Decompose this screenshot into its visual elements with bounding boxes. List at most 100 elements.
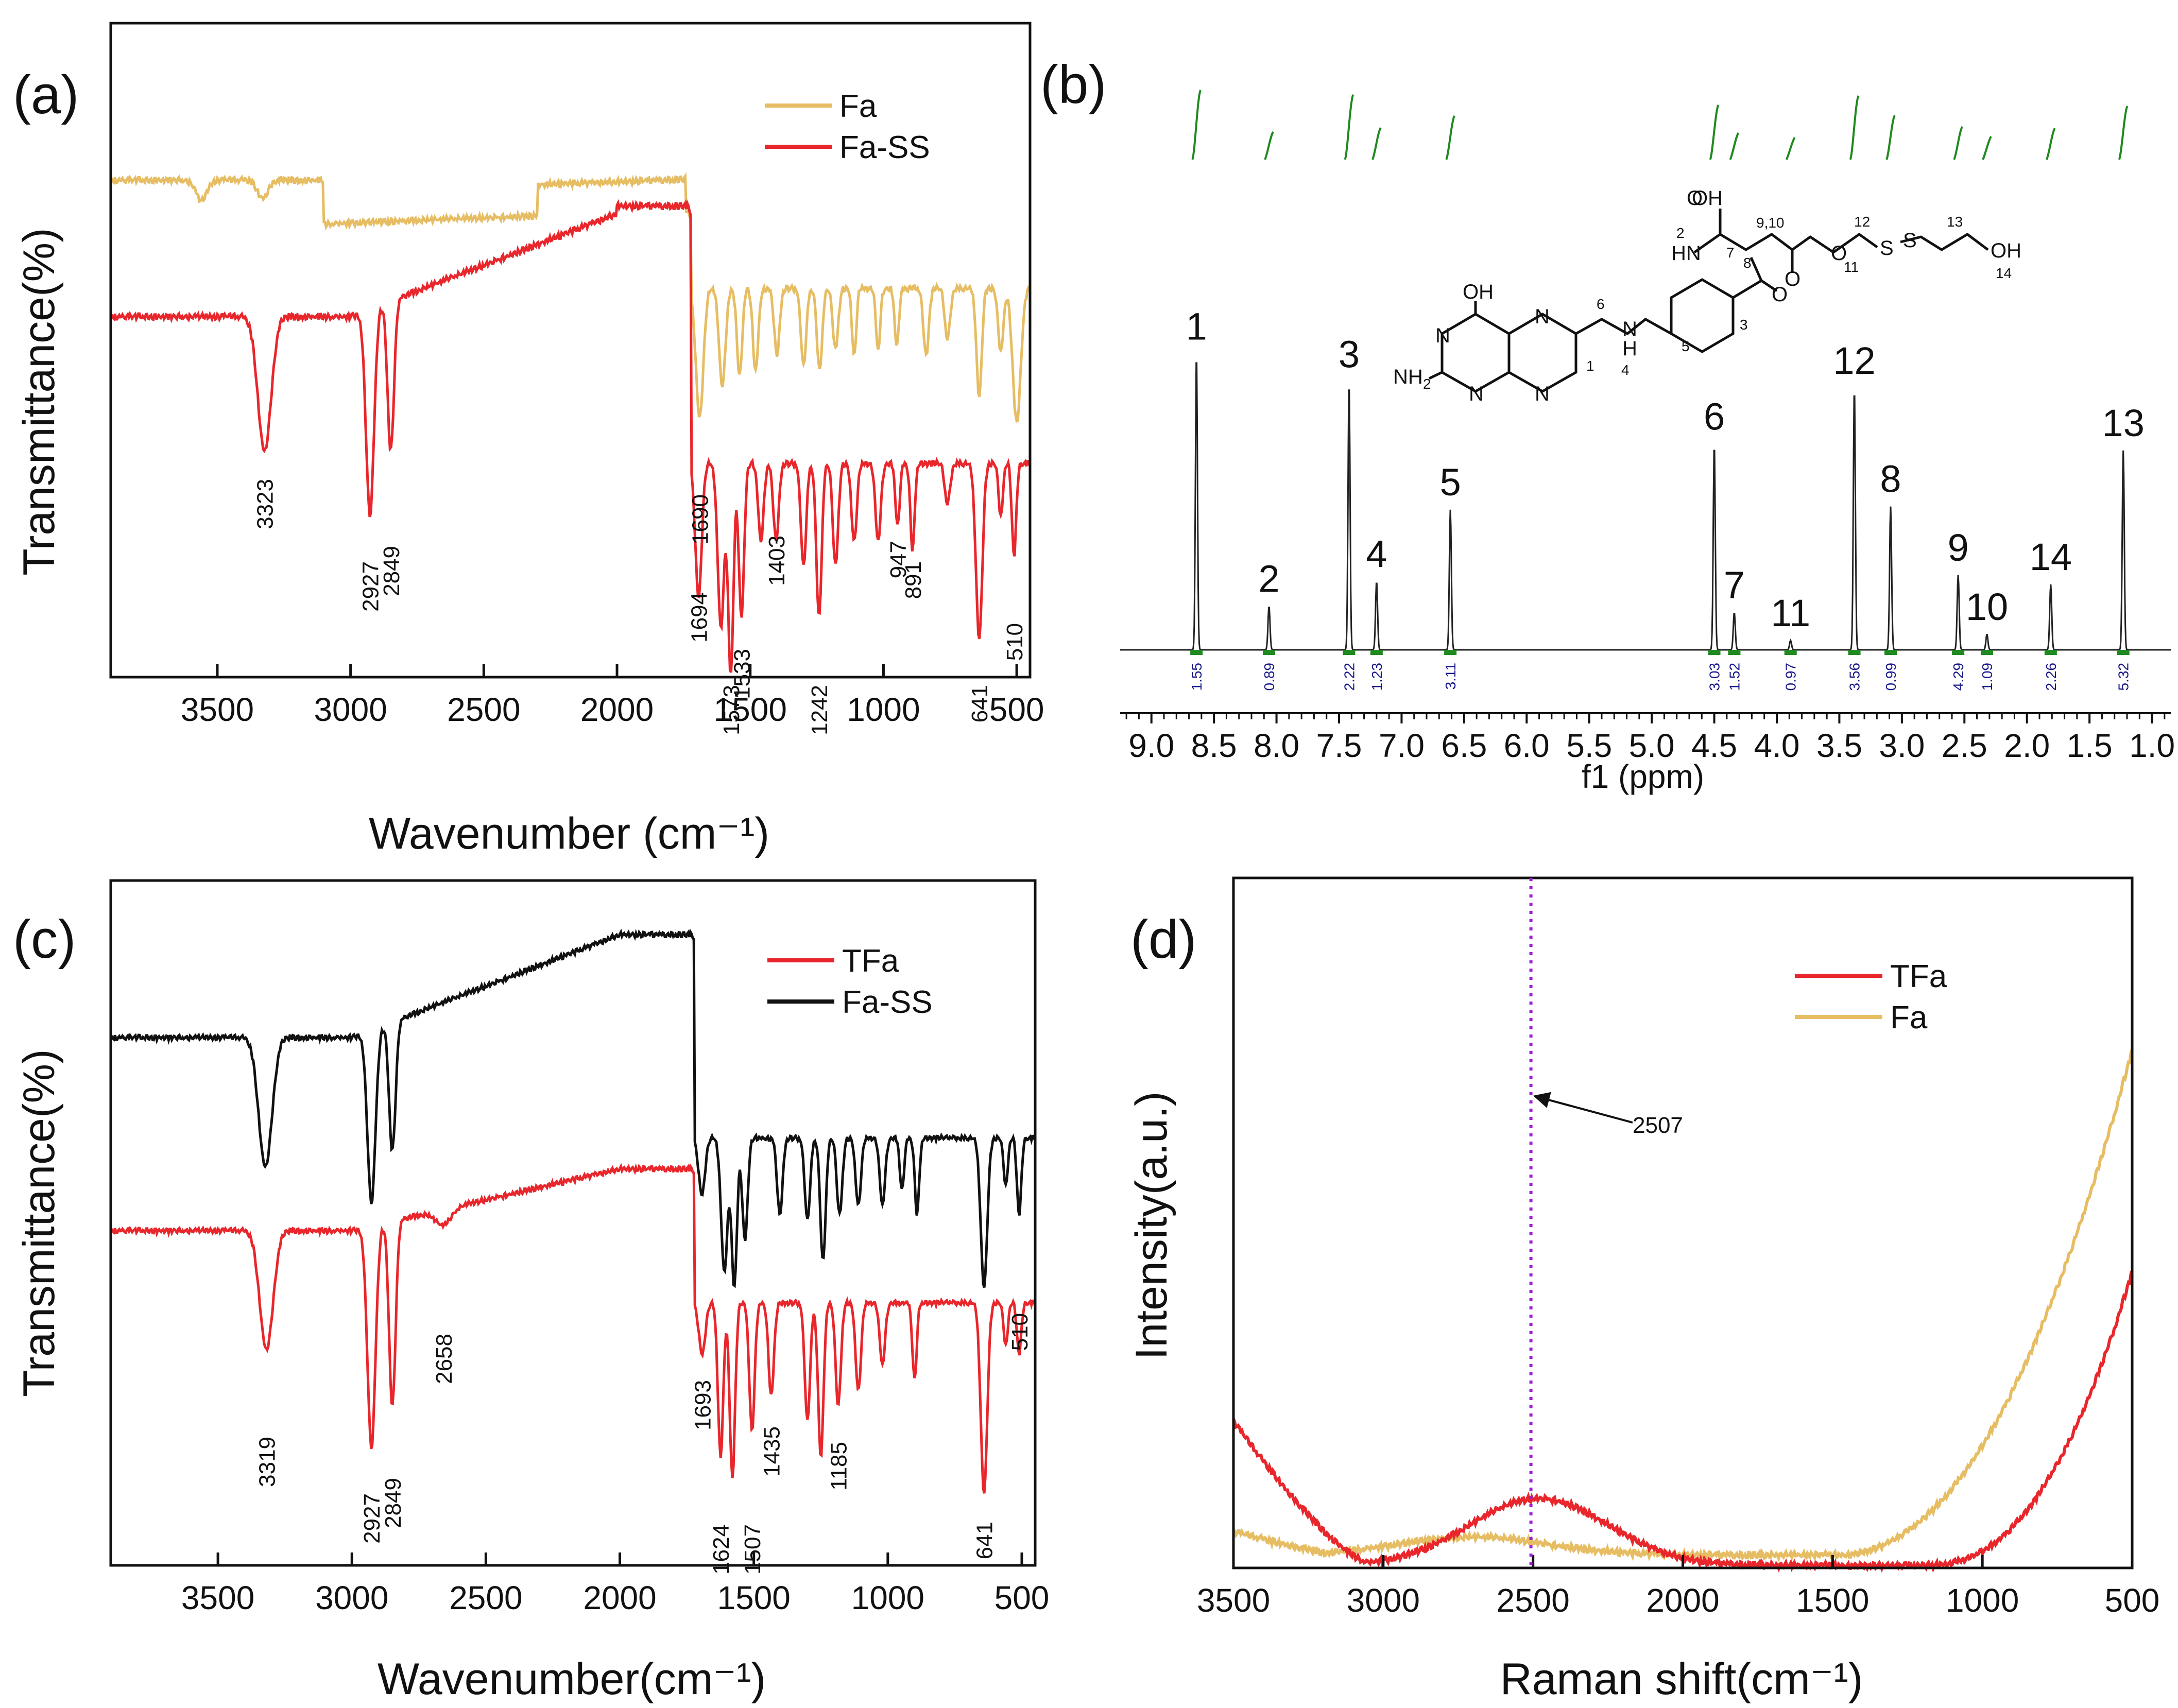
integral-curve — [1953, 126, 1963, 160]
marker-2507-label: 2507 — [1633, 1113, 1683, 1138]
x-tick-label: 3.0 — [1879, 727, 1925, 764]
nmr-peak-label: 4 — [1366, 532, 1387, 575]
x-tick-label: 4.5 — [1691, 727, 1737, 764]
peak-label: 891 — [901, 561, 926, 599]
integration-value: 2.26 — [2043, 663, 2059, 691]
panel-b-xlabel: f1 (ppm) — [1582, 758, 1704, 795]
integral-curve — [1982, 135, 1992, 160]
x-tick-label: 1500 — [717, 1579, 791, 1616]
atom-s2: S — [1903, 229, 1917, 252]
peak-label: 1533 — [730, 649, 755, 699]
atom-nh2-sub: 2 — [1423, 376, 1431, 392]
x-tick-label: 1000 — [1946, 1582, 2019, 1619]
peak-label: 1690 — [688, 494, 713, 545]
x-tick-label: 6.0 — [1504, 727, 1550, 764]
x-tick-label: 500 — [989, 691, 1044, 728]
x-tick-label: 5.5 — [1566, 727, 1612, 764]
panel-a-frame — [109, 22, 1032, 679]
x-tick-label: 3500 — [1197, 1582, 1270, 1619]
x-tick-label: 1.0 — [2129, 727, 2175, 764]
integral-curve — [1344, 94, 1354, 160]
atom-num-7: 7 — [1726, 245, 1735, 261]
peak-label: 1693 — [690, 1380, 715, 1430]
integral-curve — [2046, 127, 2056, 160]
series-fa — [109, 172, 1031, 423]
panel-b-ticks: 9.0 8.5 8.0 7.5 7.0 6.5 6.0 5.5 5.0 4.5 4.0 3.5 3.0 2… — [1125, 713, 2175, 764]
atom-num-4: 4 — [1621, 362, 1630, 378]
integral-curve — [2118, 105, 2129, 160]
nmr-peak-label: 12 — [1833, 339, 1875, 382]
x-tick-label: 2.5 — [1942, 727, 1987, 764]
panel-c-series — [110, 928, 1036, 1494]
peak-label: 510 — [1002, 623, 1027, 661]
peak-label: 947 — [886, 541, 911, 578]
integral-curve — [1729, 132, 1740, 160]
x-tick-label: 3.5 — [1816, 727, 1862, 764]
x-tick-label: 2.0 — [2004, 727, 2050, 764]
series-fa-ss-black — [110, 928, 1036, 1288]
x-tick-label: 8.5 — [1191, 727, 1237, 764]
atom-num-14: 14 — [1996, 265, 2012, 281]
nmr-peak-label: 5 — [1440, 461, 1461, 504]
integration-value: 0.97 — [1783, 663, 1799, 691]
nmr-peak-label: 7 — [1724, 563, 1745, 606]
ester-chain — [1791, 232, 1878, 254]
integration-value: 1.09 — [1979, 663, 1995, 691]
peak-label: 2849 — [381, 1478, 406, 1528]
panel-c-label: (c) — [13, 909, 76, 970]
atom-num-8: 8 — [1743, 255, 1752, 271]
peak-label: 3319 — [254, 1437, 280, 1487]
amide-bond — [1732, 279, 1762, 299]
x-tick-label: 4.0 — [1754, 727, 1800, 764]
peak-label: 641 — [972, 1522, 998, 1559]
integration-value: 4.29 — [1950, 663, 1966, 691]
panel-d-xlabel: Raman shift(cm⁻¹) — [1500, 1654, 1863, 1704]
integration-value: 3.56 — [1847, 663, 1863, 691]
nmr-peak-label: 9 — [1948, 526, 1969, 569]
series-tfa — [110, 1163, 1036, 1494]
alpha-bond — [1693, 233, 1721, 254]
nmr-peak-label: 3 — [1339, 333, 1360, 376]
x-tick-label: 2500 — [449, 1579, 522, 1616]
panel-c-ticks: 3500 3000 2500 2000 1500 1000 500 — [181, 1552, 1049, 1616]
panel-d-legend: TFa Fa — [1795, 959, 1947, 1036]
atom-n-ring4: N — [1535, 383, 1550, 405]
x-tick-label: 1500 — [1796, 1582, 1869, 1619]
x-tick-label: 2500 — [1496, 1582, 1569, 1619]
panel-d-ticks: 3500 3000 2500 2000 1500 1000 500 — [1197, 1555, 2159, 1619]
peak-label: 510 — [1007, 1313, 1033, 1351]
peak-label: 2658 — [432, 1334, 457, 1384]
peak-label: 1242 — [807, 685, 832, 735]
panel-d-frame — [1232, 876, 2134, 1569]
panel-b-label: (b) — [1040, 55, 1106, 115]
panel-a-xlabel: Wavenumber (cm⁻¹) — [369, 809, 769, 858]
legend-label-fa-d: Fa — [1890, 1000, 1928, 1036]
integration-value: 2.22 — [1341, 663, 1357, 691]
chemical-structure-labels: OH O HN O O O S S OH OH N N N N NH 2 N H… — [1393, 187, 2021, 405]
x-tick-label: 7.0 — [1379, 727, 1425, 764]
panel-a-label: (a) — [13, 65, 79, 125]
peak-label: 2927 — [359, 1493, 385, 1544]
panel-c-xlabel: Wavenumber(cm⁻¹) — [378, 1654, 766, 1704]
chemical-structure — [1428, 209, 1989, 393]
panel-c-legend: TFa Fa-SS — [767, 943, 933, 1020]
panel-b: (b) 11.5520.8932.2241.2353.1163.0371.528… — [1040, 55, 2175, 795]
x-tick-label: 5.0 — [1629, 727, 1675, 764]
x-tick-label: 500 — [994, 1579, 1050, 1616]
legend-label-fa-ss-c: Fa-SS — [842, 985, 933, 1020]
amide-nh — [1750, 256, 1763, 282]
atom-s1: S — [1880, 237, 1894, 260]
peak-label: 1435 — [760, 1426, 785, 1477]
peak-label: 1507 — [740, 1524, 765, 1575]
ch2-nh-chain — [1575, 317, 1672, 336]
nmr-peak-label: 6 — [1704, 395, 1725, 438]
nmr-spectrum — [1120, 362, 2171, 651]
atom-nh-h: H — [1622, 337, 1637, 360]
peak-label: 2849 — [379, 546, 404, 596]
nmr-peak-label: 2 — [1258, 557, 1279, 600]
panel-a: (a) 3500 3000 2500 2000 1500 1000 500 3323 2927… — [13, 22, 1044, 858]
peak-label: 1694 — [687, 592, 712, 643]
atom-num-13: 13 — [1947, 214, 1963, 230]
nh2-bond — [1428, 371, 1443, 380]
